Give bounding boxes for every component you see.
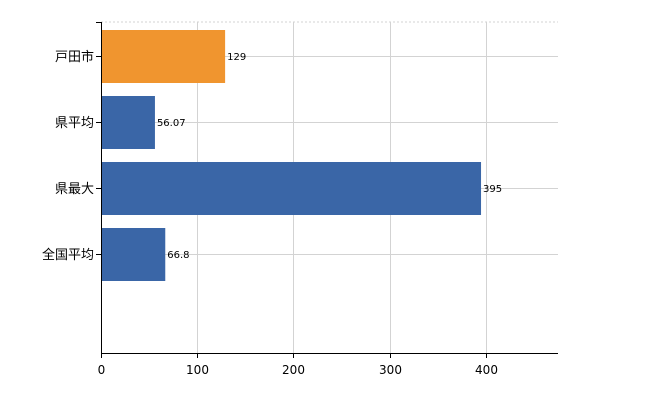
- x-tick-label: 300: [379, 363, 402, 377]
- category-label: 県平均: [55, 116, 94, 131]
- x-axis-ticks: 0 100 200 300 400: [98, 353, 498, 377]
- bars: [101, 30, 482, 281]
- x-tick-label: 400: [475, 363, 498, 377]
- category-label: 県最大: [55, 182, 94, 197]
- category-label: 戸田市: [55, 49, 94, 65]
- data-label: 56.07: [157, 118, 186, 129]
- axes: [96, 22, 558, 354]
- value-labels: 129 56.07 395 66.8: [157, 52, 502, 261]
- data-label: 395: [483, 184, 502, 195]
- x-tick-label: 100: [186, 363, 209, 377]
- data-label: 66.8: [167, 250, 189, 261]
- data-label: 129: [227, 52, 246, 63]
- bar: [101, 162, 482, 215]
- x-tick-label: 200: [282, 363, 305, 377]
- bar: [101, 228, 166, 281]
- x-tick-label: 0: [98, 363, 106, 377]
- category-label: 全国平均: [42, 247, 94, 263]
- bar: [101, 30, 226, 83]
- bar: [101, 96, 155, 149]
